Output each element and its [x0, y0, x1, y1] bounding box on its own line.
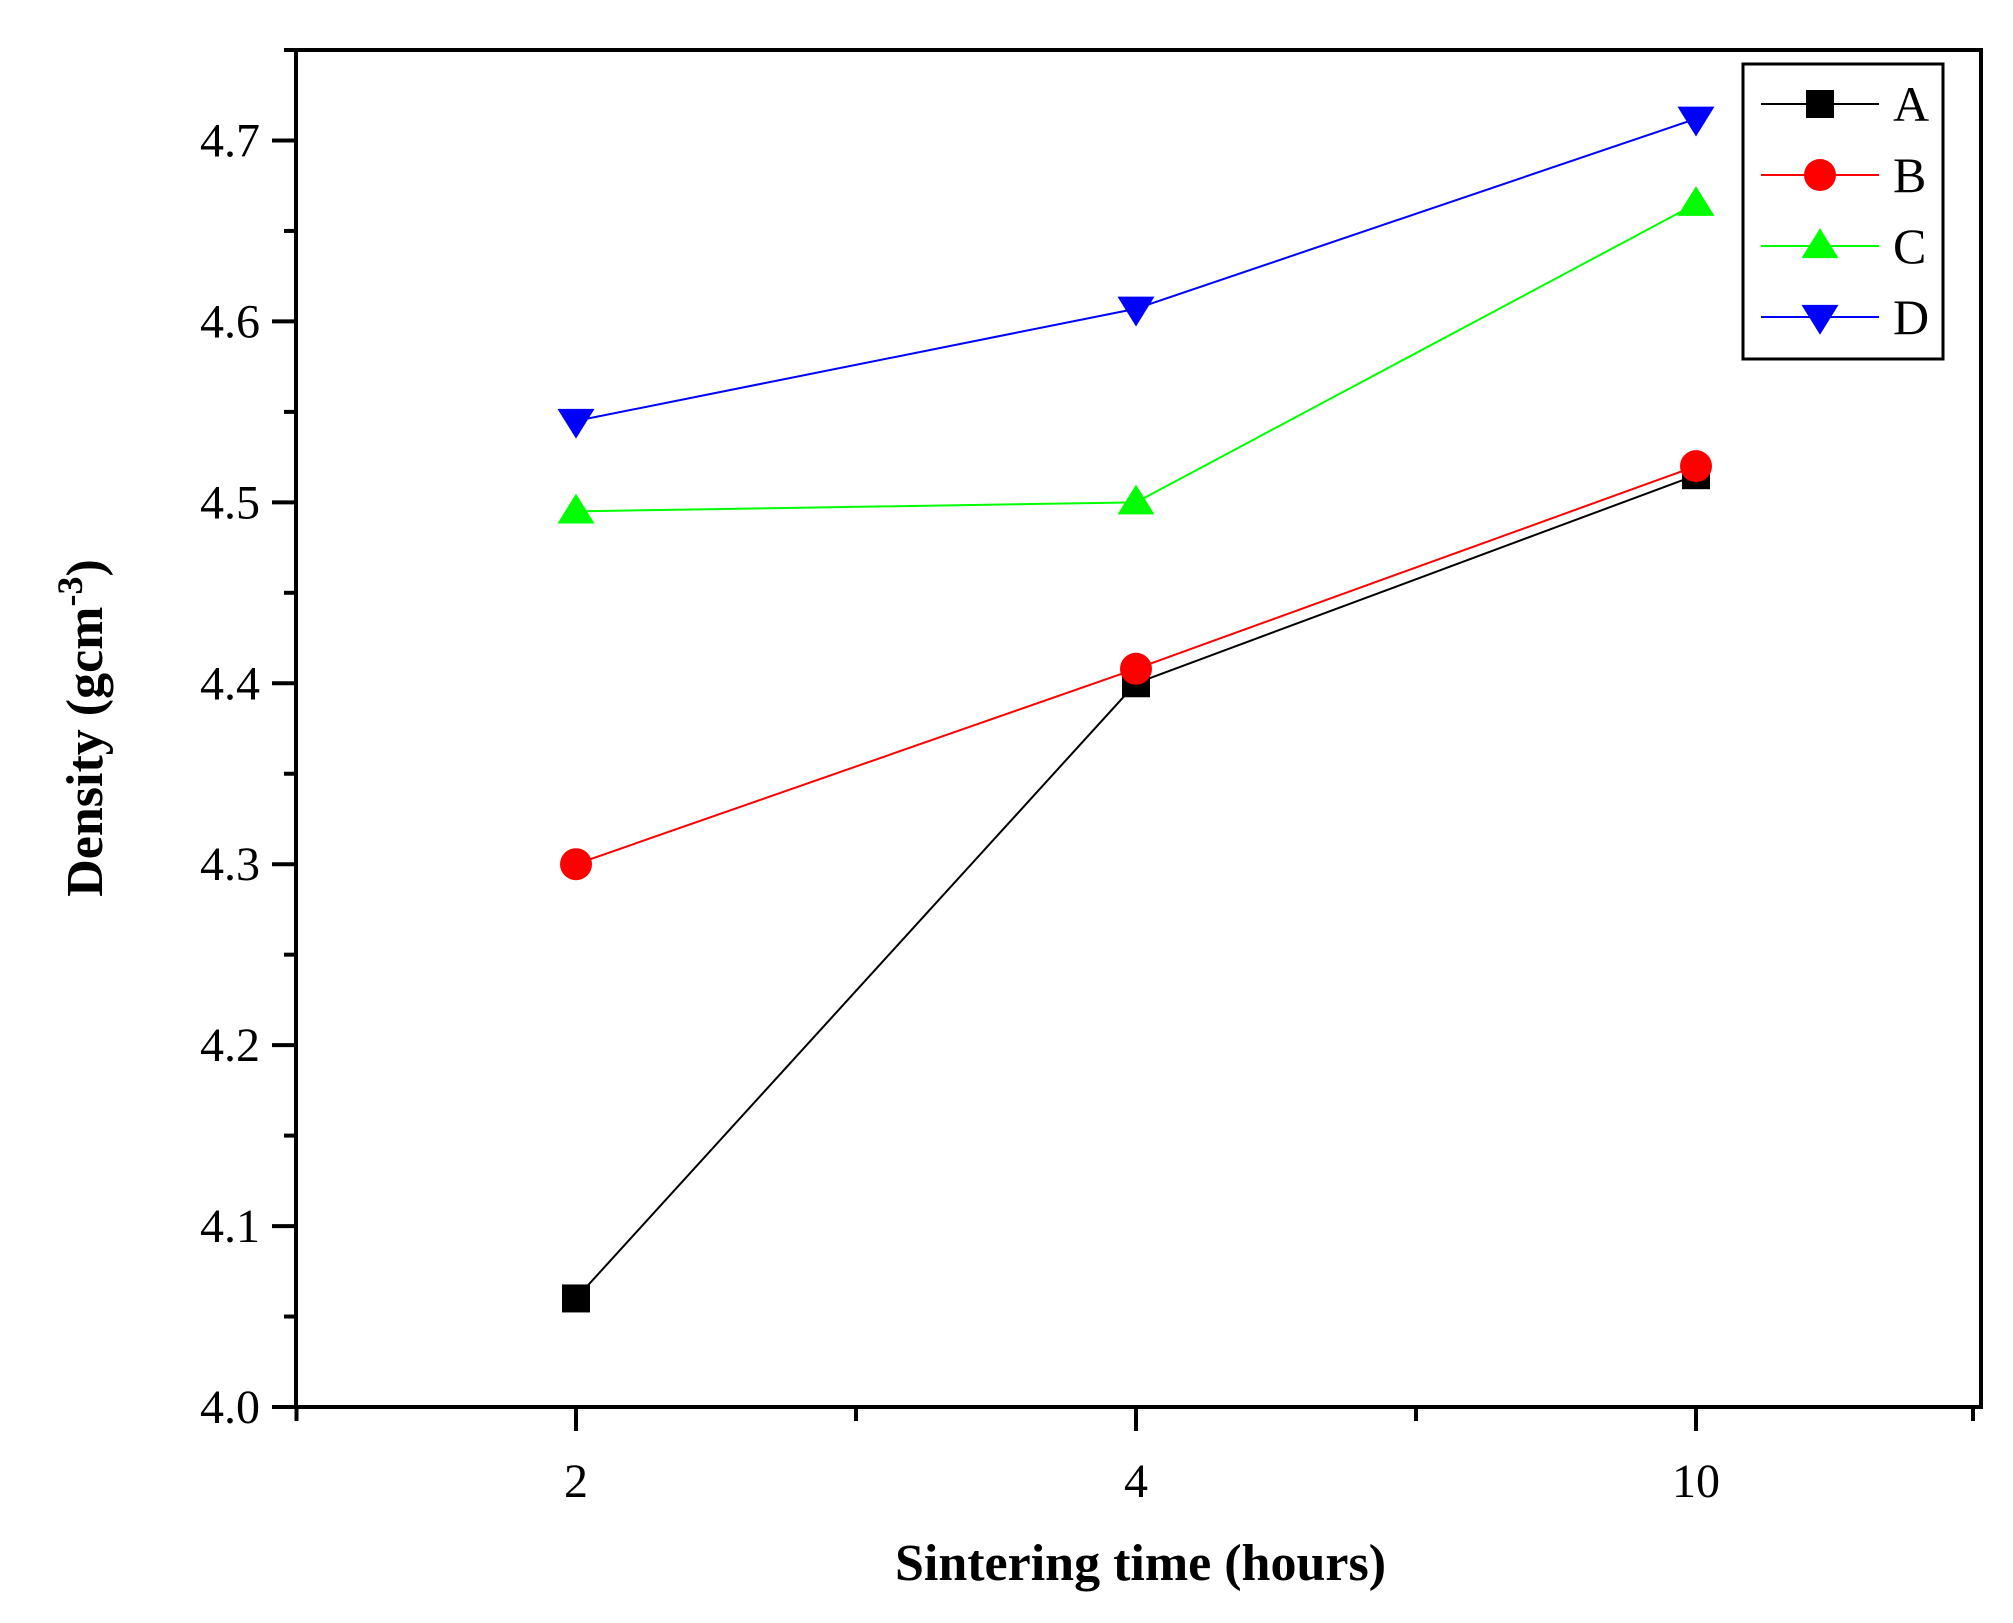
y-tick-label: 4.7 — [200, 114, 260, 167]
x-tick-label: 10 — [1672, 1455, 1720, 1508]
data-point-B-10 — [1680, 450, 1712, 483]
legend-marker-B — [1804, 159, 1836, 191]
data-point-C-2 — [557, 493, 595, 524]
data-point-C-10 — [1677, 186, 1715, 216]
y-tick-label: 4.5 — [200, 476, 260, 529]
y-tick-label: 4.0 — [200, 1381, 260, 1434]
series-D — [557, 106, 1715, 439]
legend-label: D — [1893, 289, 1929, 345]
x-tick-label: 2 — [564, 1455, 588, 1508]
series-A — [562, 461, 1710, 1313]
y-tick-label: 4.1 — [200, 1200, 260, 1253]
series-line-D — [575, 117, 1697, 422]
legend-label: B — [1893, 147, 1926, 203]
series-line-C — [575, 202, 1697, 513]
legend-label: C — [1893, 218, 1926, 274]
legend-box — [1741, 62, 1945, 361]
plot-frame — [294, 48, 1983, 1409]
data-point-B-4 — [1120, 652, 1152, 685]
data-point-A-2 — [562, 1284, 590, 1313]
series-B — [560, 450, 1712, 881]
series-line-A — [575, 474, 1697, 1300]
data-point-D-10 — [1677, 106, 1715, 137]
legend-item-A: A — [1761, 76, 1929, 132]
legend-item-D: D — [1761, 289, 1929, 345]
y-tick-label: 4.3 — [200, 838, 260, 891]
x-tick-label: 4 — [1124, 1455, 1148, 1508]
data-point-D-2 — [557, 408, 595, 439]
x-axis-title: Sintering time (hours) — [895, 1535, 1386, 1592]
y-tick-label: 4.6 — [200, 295, 260, 348]
y-axis-title-superscript: -3 — [50, 577, 90, 607]
y-axis-title: Density (gcm-3) — [50, 559, 114, 897]
legend-marker-D — [1801, 304, 1839, 335]
data-point-B-2 — [560, 848, 592, 881]
legend-marker-A — [1806, 90, 1834, 118]
series-C — [557, 186, 1715, 524]
legend-marker-C — [1801, 228, 1839, 259]
y-axis-title-close: ) — [57, 559, 114, 576]
y-tick-label: 4.4 — [200, 657, 260, 710]
data-point-D-4 — [1117, 296, 1155, 327]
y-tick-label: 4.2 — [200, 1019, 260, 1072]
legend-item-B: B — [1761, 147, 1926, 203]
y-axis-title-main: Density (gcm — [57, 607, 114, 897]
legend-item-C: C — [1761, 218, 1926, 274]
data-point-C-4 — [1117, 484, 1155, 515]
legend-label: A — [1893, 76, 1929, 132]
